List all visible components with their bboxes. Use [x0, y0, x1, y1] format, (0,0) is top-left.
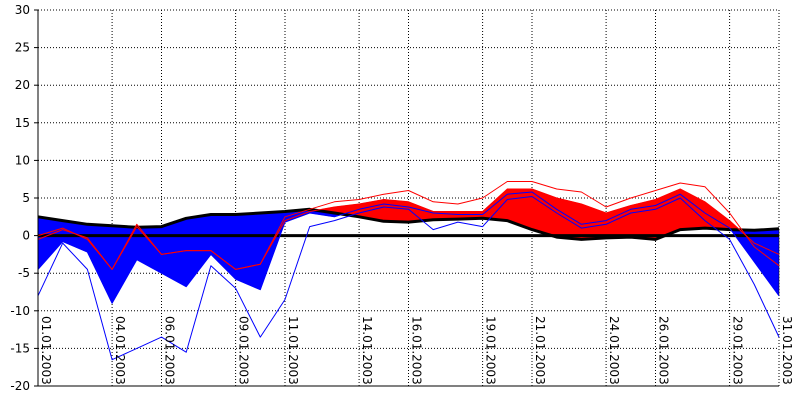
y-tick-label: 20: [15, 78, 30, 92]
x-tick-label: 16.01.2003: [410, 316, 424, 385]
y-tick-label: -15: [10, 341, 30, 355]
x-tick-label: 06.01.2003: [163, 316, 177, 385]
x-tick-label: 29.01.2003: [731, 316, 745, 385]
x-tick-label: 01.01.2003: [39, 316, 53, 385]
y-tick-label: 15: [15, 116, 30, 130]
y-tick-label: 10: [15, 153, 30, 167]
y-tick-label: 25: [15, 41, 30, 55]
x-tick-label: 19.01.2003: [484, 316, 498, 385]
series-lines: [37, 181, 780, 361]
x-tick-label: 31.01.2003: [780, 316, 794, 385]
y-tick-label: 0: [22, 229, 30, 243]
x-tick-label: 26.01.2003: [657, 316, 671, 385]
y-tick-label: -20: [10, 379, 30, 393]
x-tick-labels: 01.01.2003 04.01.2003 06.01.2003 09.01.2003…: [39, 316, 794, 385]
series-line-0: [37, 207, 780, 241]
series-line-2: [37, 191, 780, 304]
y-tick-label: -10: [10, 304, 30, 318]
x-tick-label: 11.01.2003: [286, 316, 300, 385]
y-tick-label: -5: [18, 266, 30, 280]
series-line-4: [37, 181, 780, 270]
y-tick-label: 5: [22, 191, 30, 205]
y-tick-label: 30: [15, 3, 30, 17]
x-tick-label: 09.01.2003: [237, 316, 251, 385]
series-line-5: [37, 196, 780, 361]
x-tick-label: 04.01.2003: [113, 316, 127, 385]
x-tick-label: 14.01.2003: [360, 316, 374, 385]
x-tick-label: 21.01.2003: [533, 316, 547, 385]
x-tick-label: 24.01.2003: [607, 316, 621, 385]
y-tick-labels: -20 -15 -10 -5 0 5 10 15 20 25 30: [10, 3, 30, 393]
axes: [34, 9, 779, 387]
